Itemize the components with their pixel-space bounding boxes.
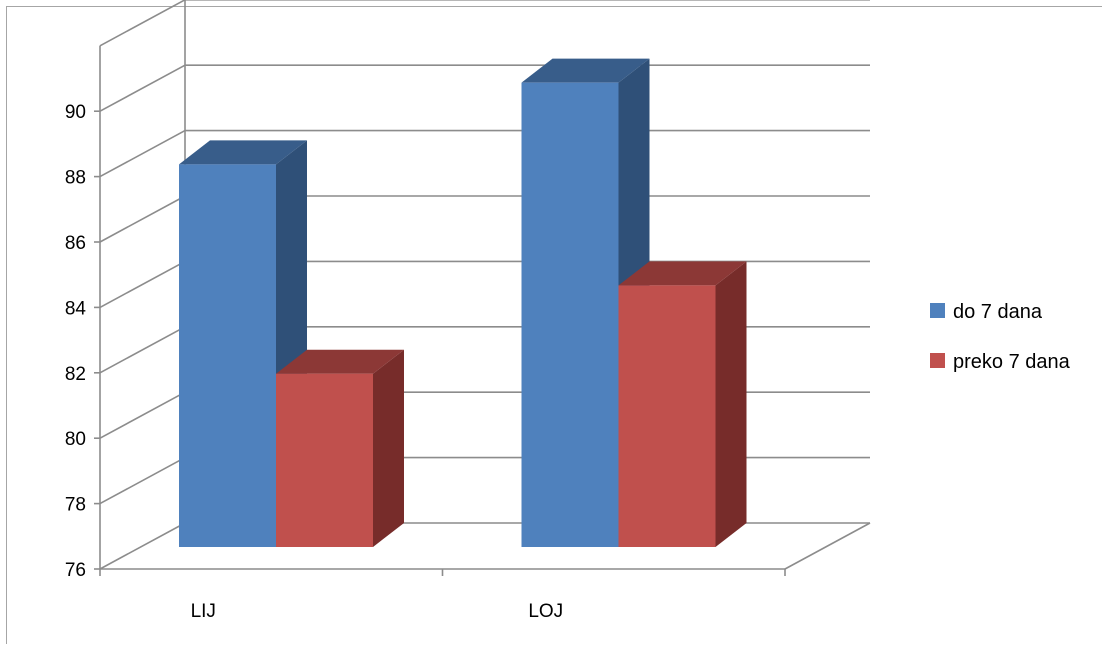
legend-swatch <box>930 353 945 368</box>
legend-item: preko 7 dana <box>930 351 1071 373</box>
x-axis <box>99 568 786 576</box>
bar <box>179 140 307 547</box>
y-tick-label: 82 <box>65 364 86 385</box>
gridline <box>99 0 870 47</box>
x-tick-label: LIJ <box>191 601 216 622</box>
bar <box>618 261 747 547</box>
y-tick-label: 80 <box>65 429 86 450</box>
y-tick-label: 76 <box>65 560 86 581</box>
gridline <box>99 522 186 570</box>
legend-label: preko 7 dana <box>953 351 1071 373</box>
y-tick-label: 86 <box>65 233 86 254</box>
y-tick-label: 90 <box>65 102 86 123</box>
y-tick-label: 88 <box>65 168 86 189</box>
legend-item: do 7 dana <box>930 301 1043 323</box>
gridline <box>99 64 870 112</box>
y-tick-label: 84 <box>65 298 87 319</box>
legend-label: do 7 dana <box>953 301 1043 323</box>
x-tick-label: LOJ <box>528 601 563 622</box>
bar <box>276 349 404 547</box>
y-tick-label: 78 <box>65 495 86 516</box>
legend-swatch <box>930 303 945 318</box>
